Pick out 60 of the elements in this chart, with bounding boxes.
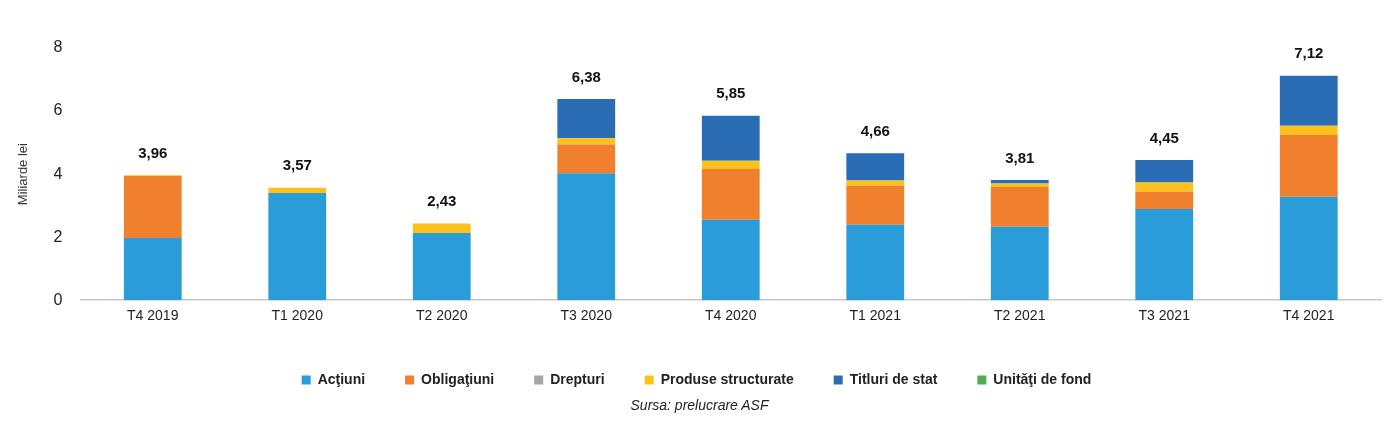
total-label: 5,85 (716, 84, 746, 102)
bar (557, 144, 616, 174)
text: Sursa: prelucrare ASF (630, 396, 770, 413)
total-label: 3,57 (282, 156, 312, 174)
bar (1135, 182, 1194, 192)
total-label: 3,96 (138, 144, 168, 161)
bar (846, 185, 905, 225)
total-label: 6,38 (571, 67, 601, 85)
legend-label: Obligaţiuni (421, 370, 495, 387)
y-tick-label: 6 (53, 101, 63, 119)
total-label: 3,81 (1005, 148, 1035, 166)
x-tick-label: T4 2021 (1283, 307, 1335, 324)
y-tick-label: 8 (53, 38, 63, 56)
legend-label: Titluri de stat (849, 370, 938, 387)
x-tick-label: T2 2020 (416, 307, 468, 324)
legend-label: Acţiuni (317, 370, 366, 387)
bar (846, 180, 905, 186)
bar (990, 180, 1049, 184)
bar (1135, 159, 1194, 183)
bar (846, 224, 905, 301)
bar (701, 160, 760, 170)
total-label: 4,66 (860, 121, 890, 139)
bar (1279, 196, 1338, 301)
bar (123, 238, 182, 301)
x-tick-label: T3 2021 (1138, 307, 1191, 324)
y-tick-label: 2 (53, 227, 63, 245)
bar (701, 115, 760, 161)
bar (990, 226, 1049, 301)
bar (1135, 209, 1194, 301)
legend-label: Unităţi de fond (993, 370, 1092, 387)
x-tick-label: T3 2020 (560, 307, 613, 324)
legend-label: Drepturi (550, 370, 605, 387)
bar (846, 153, 905, 181)
total-label: 4,45 (1149, 128, 1179, 146)
bar (412, 233, 471, 301)
bar (1279, 125, 1338, 136)
bar (557, 173, 616, 301)
total-label: 7,12 (1294, 44, 1324, 62)
bar (701, 219, 760, 301)
bar (412, 223, 471, 234)
y-tick-label: 4 (53, 164, 63, 182)
x-tick-label: T2 2021 (994, 307, 1046, 324)
bar (990, 187, 1049, 227)
x-tick-label: T4 2019 (127, 307, 179, 324)
bar (701, 169, 760, 220)
x-tick-label: T1 2021 (849, 307, 902, 324)
bar (557, 138, 616, 145)
bar (557, 99, 616, 139)
x-tick-label: T1 2020 (271, 307, 324, 324)
bar (1135, 191, 1194, 210)
bar (268, 193, 327, 301)
legend-label: Produse structurate (660, 370, 794, 387)
bar (1279, 75, 1338, 126)
y-tick-label: 0 (53, 290, 63, 308)
bar (1279, 135, 1338, 197)
y-axis-title: Miliarde lei (15, 142, 31, 206)
bar (123, 175, 182, 239)
x-tick-label: T4 2020 (705, 307, 757, 324)
total-label: 2,43 (427, 192, 457, 210)
bar (268, 187, 327, 194)
